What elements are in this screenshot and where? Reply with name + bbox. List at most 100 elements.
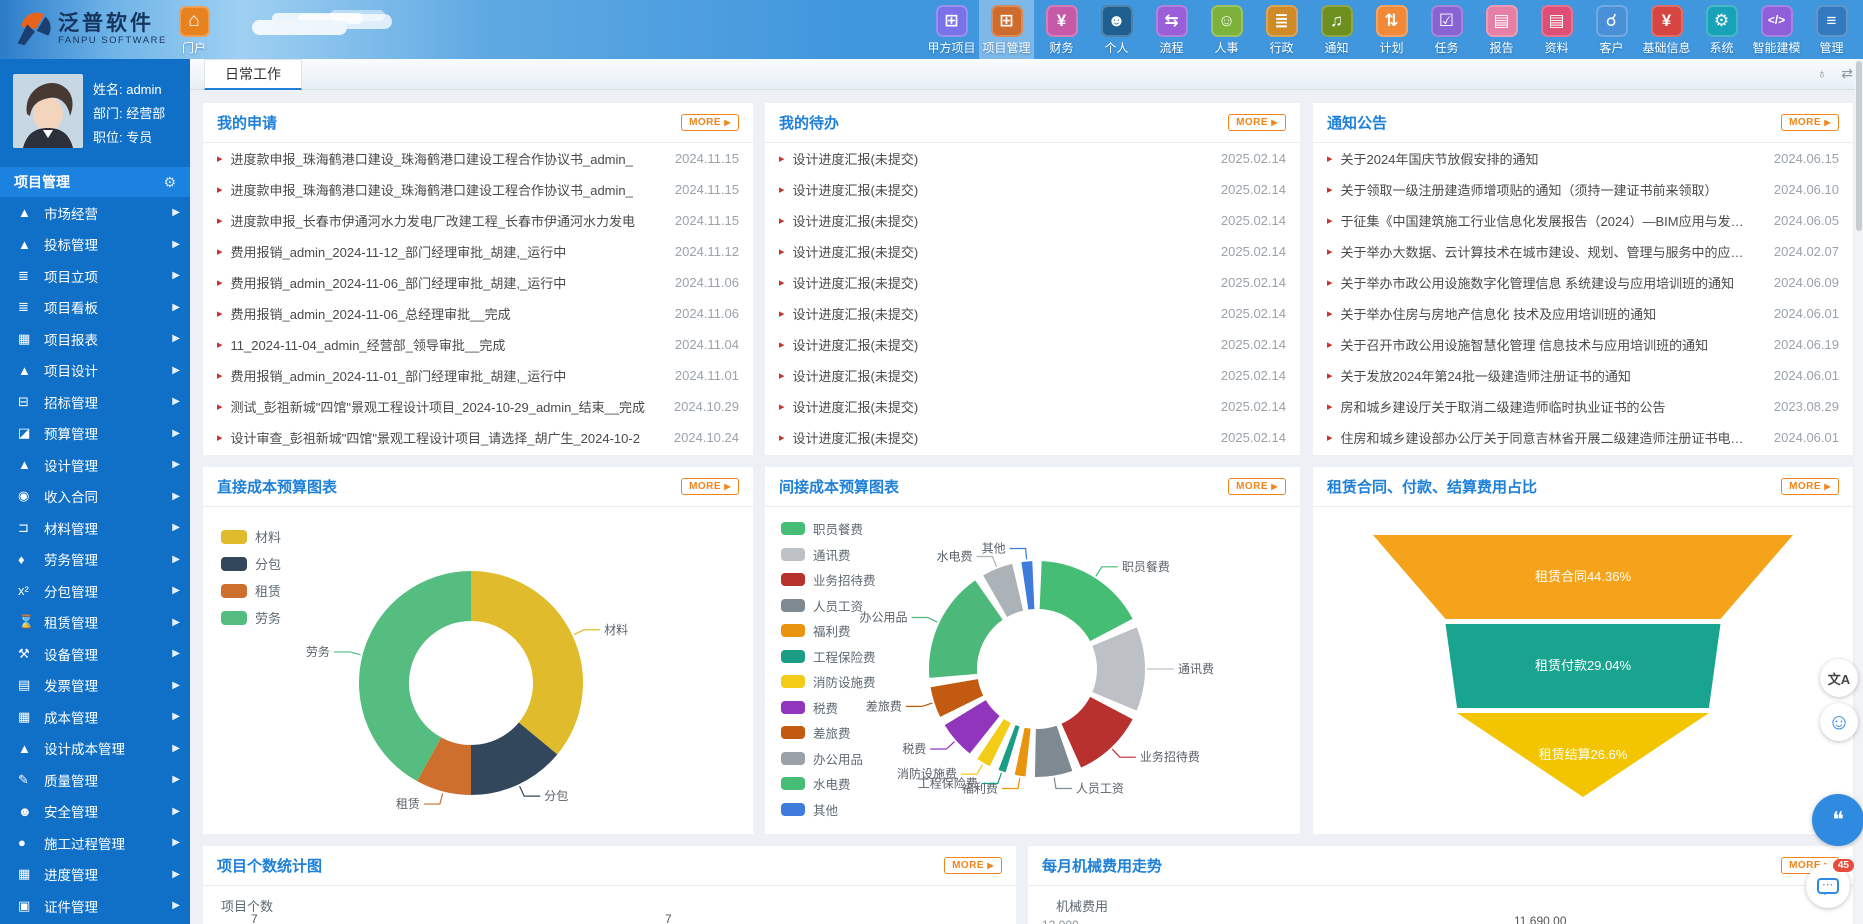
feedback-button[interactable]: ☺ [1820, 703, 1858, 741]
legend-item[interactable]: 税费 [781, 698, 876, 717]
chat-button[interactable]: ❝ [1812, 794, 1863, 846]
nav-item-16[interactable]: ≡管理 [1804, 0, 1859, 59]
sidebar-item-18[interactable]: ✎质量管理▶ [0, 764, 190, 796]
nav-item-14[interactable]: ⚙系统 [1694, 0, 1749, 59]
list-item[interactable]: ▸设计审查_彭祖新城"四馆"景观工程设计项目_请选择_胡广生_2024-10-2… [203, 422, 753, 453]
list-item[interactable]: ▸关于召开市政公用设施智慧化管理 信息技术与应用培训班的通知2024.06.19 [1313, 329, 1853, 360]
legend-item[interactable]: 福利费 [781, 621, 876, 640]
list-item[interactable]: ▸设计进度汇报(未提交)2025.02.14 [765, 391, 1300, 422]
sidebar-item-16[interactable]: ▦成本管理▶ [0, 701, 190, 733]
list-item[interactable]: ▸11_2024-11-04_admin_经营部_领导审批__完成2024.11… [203, 329, 753, 360]
key-icon[interactable]: ♁ [1817, 65, 1828, 82]
legend-item[interactable]: 通讯费 [781, 545, 876, 564]
tab-daily-work[interactable]: 日常工作 [204, 59, 302, 90]
sidebar-item-5[interactable]: ▲项目设计▶ [0, 355, 190, 387]
legend-item[interactable]: 材料 [221, 527, 281, 546]
nav-item-0[interactable]: ⊞甲方项目 [924, 0, 979, 59]
nav-item-9[interactable]: ☑任务 [1419, 0, 1474, 59]
more-button[interactable]: MORE ▶ [1781, 478, 1839, 495]
nav-item-12[interactable]: ☌客户 [1584, 0, 1639, 59]
legend-item[interactable]: 工程保险费 [781, 647, 876, 666]
list-item[interactable]: ▸关于领取一级注册建造师增项贴的通知（须持一建证书前来领取）2024.06.10 [1313, 174, 1853, 205]
legend-item[interactable]: 其他 [781, 800, 876, 819]
list-item[interactable]: ▸设计进度汇报(未提交)2025.02.14 [765, 236, 1300, 267]
sidebar-item-6[interactable]: ⊟招标管理▶ [0, 386, 190, 418]
legend-item[interactable]: 差旅费 [781, 723, 876, 742]
sidebar-item-7[interactable]: ◪预算管理▶ [0, 418, 190, 450]
legend-item[interactable]: 水电费 [781, 774, 876, 793]
list-item[interactable]: ▸于征集《中国建筑施工行业信息化发展报告（2024）—BIM应用与发展》材料20… [1313, 205, 1853, 236]
sidebar-item-14[interactable]: ⚒设备管理▶ [0, 638, 190, 670]
sidebar-item-22[interactable]: ▣证件管理▶ [0, 890, 190, 922]
scrollbar-thumb[interactable] [1856, 61, 1862, 231]
list-item[interactable]: ▸设计进度汇报(未提交)2025.02.14 [765, 205, 1300, 236]
legend-item[interactable]: 业务招待费 [781, 570, 876, 589]
list-item[interactable]: ▸费用报销_admin_2024-11-06_部门经理审批_胡建,_运行中202… [203, 267, 753, 298]
legend-item[interactable]: 人员工资 [781, 596, 876, 615]
sidebar-item-13[interactable]: ⌛租赁管理▶ [0, 607, 190, 639]
sidebar-item-20[interactable]: ●施工过程管理▶ [0, 827, 190, 859]
nav-item-11[interactable]: ▤资料 [1529, 0, 1584, 59]
list-item[interactable]: ▸住房和城乡建设部办公厅关于同意吉林省开展二级建造师注册证书电子化试点2024.… [1313, 422, 1853, 453]
sidebar-item-3[interactable]: ≣项目看板▶ [0, 292, 190, 324]
sidebar-item-8[interactable]: ▲设计管理▶ [0, 449, 190, 481]
legend-item[interactable]: 租赁 [221, 581, 281, 600]
nav-item-1[interactable]: ⊞项目管理 [979, 0, 1034, 59]
nav-item-7[interactable]: ♫通知 [1309, 0, 1364, 59]
list-item[interactable]: ▸设计进度汇报(未提交)2025.02.14 [765, 174, 1300, 205]
nav-item-15[interactable]: </>智能建模 [1749, 0, 1804, 59]
sidebar-item-21[interactable]: ▦进度管理▶ [0, 859, 190, 891]
legend-item[interactable]: 劳务 [221, 608, 281, 627]
list-item[interactable]: ▸关于举办住房与房地产信息化 技术及应用培训班的通知2024.06.01 [1313, 298, 1853, 329]
sidebar-item-1[interactable]: ▲投标管理▶ [0, 229, 190, 261]
sidebar-item-11[interactable]: ♦劳务管理▶ [0, 544, 190, 576]
list-item[interactable]: ▸关于举办大数据、云计算技术在城市建设、规划、管理与服务中的应用培训班2024.… [1313, 236, 1853, 267]
nav-item-4[interactable]: ⇆流程 [1144, 0, 1199, 59]
sidebar-item-15[interactable]: ▤发票管理▶ [0, 670, 190, 702]
sidebar-item-19[interactable]: ☻安全管理▶ [0, 796, 190, 828]
list-item[interactable]: ▸设计进度汇报(未提交)2025.02.14 [765, 329, 1300, 360]
legend-item[interactable]: 职员餐费 [781, 519, 876, 538]
nav-item-8[interactable]: ⇅计划 [1364, 0, 1419, 59]
list-item[interactable]: ▸进度款申报_珠海鹤港口建设_珠海鹤港口建设工程合作协议书_admin_2024… [203, 174, 753, 205]
sidebar-item-0[interactable]: ▲市场经营▶ [0, 197, 190, 229]
legend-item[interactable]: 分包 [221, 554, 281, 573]
list-item[interactable]: ▸费用报销_admin_2024-11-06_总经理审批__完成2024.11.… [203, 298, 753, 329]
nav-item-10[interactable]: ▤报告 [1474, 0, 1529, 59]
avatar[interactable] [13, 74, 83, 148]
list-item[interactable]: ▸设计进度汇报(未提交)2025.02.14 [765, 298, 1300, 329]
list-item[interactable]: ▸测试_彭祖新城"四馆"景观工程设计项目_2024-10-29_admin_结束… [203, 391, 753, 422]
more-button[interactable]: MORE ▶ [944, 857, 1002, 874]
list-item[interactable]: ▸设计进度汇报(未提交)2025.02.14 [765, 422, 1300, 453]
more-button[interactable]: MORE ▶ [1781, 114, 1839, 131]
nav-item-6[interactable]: ≣行政 [1254, 0, 1309, 59]
list-item[interactable]: ▸关于举办市政公用设施数字化管理信息 系统建设与应用培训班的通知2024.06.… [1313, 267, 1853, 298]
list-item[interactable]: ▸进度款申报_长春市伊通河水力发电厂改建工程_长春市伊通河水力发电2024.11… [203, 205, 753, 236]
more-button[interactable]: MORE ▶ [1228, 478, 1286, 495]
messages-button[interactable]: ⋯ 45 [1806, 864, 1850, 908]
list-item[interactable]: ▸费用报销_admin_2024-11-12_部门经理审批_胡建,_运行中202… [203, 236, 753, 267]
list-item[interactable]: ▸设计进度汇报(未提交)2025.02.14 [765, 143, 1300, 174]
list-item[interactable]: ▸进度款申报_珠海鹤港口建设_珠海鹤港口建设工程合作协议书_admin_2024… [203, 143, 753, 174]
toggle-arrows-icon[interactable]: ⇄ [1841, 65, 1853, 82]
nav-item-2[interactable]: ¥财务 [1034, 0, 1089, 59]
sidebar-item-2[interactable]: ≣项目立项▶ [0, 260, 190, 292]
list-item[interactable]: ▸设计进度汇报(未提交)2025.02.14 [765, 267, 1300, 298]
sidebar-section-header[interactable]: 项目管理 ⚙ [0, 167, 190, 197]
list-item[interactable]: ▸费用报销_admin_2024-11-01_部门经理审批_胡建,_运行中202… [203, 360, 753, 391]
scrollbar[interactable] [1855, 59, 1863, 924]
more-button[interactable]: MORE ▶ [681, 478, 739, 495]
gear-icon[interactable]: ⚙ [163, 174, 176, 191]
list-item[interactable]: ▸房和城乡建设厅关于取消二级建造师临时执业证书的公告2023.08.29 [1313, 391, 1853, 422]
more-button[interactable]: MORE ▶ [681, 114, 739, 131]
sidebar-item-12[interactable]: x²分包管理▶ [0, 575, 190, 607]
nav-item-5[interactable]: ☺人事 [1199, 0, 1254, 59]
sidebar-item-9[interactable]: ◉收入合同▶ [0, 481, 190, 513]
sidebar-item-17[interactable]: ▲设计成本管理▶ [0, 733, 190, 765]
list-item[interactable]: ▸设计进度汇报(未提交)2025.02.14 [765, 360, 1300, 391]
nav-item-13[interactable]: ¥基础信息 [1639, 0, 1694, 59]
sidebar-item-10[interactable]: ⊐材料管理▶ [0, 512, 190, 544]
translate-button[interactable]: 文A [1820, 659, 1858, 697]
list-item[interactable]: ▸关于发放2024年第24批一级建造师注册证书的通知2024.06.01 [1313, 360, 1853, 391]
more-button[interactable]: MORE ▶ [1228, 114, 1286, 131]
